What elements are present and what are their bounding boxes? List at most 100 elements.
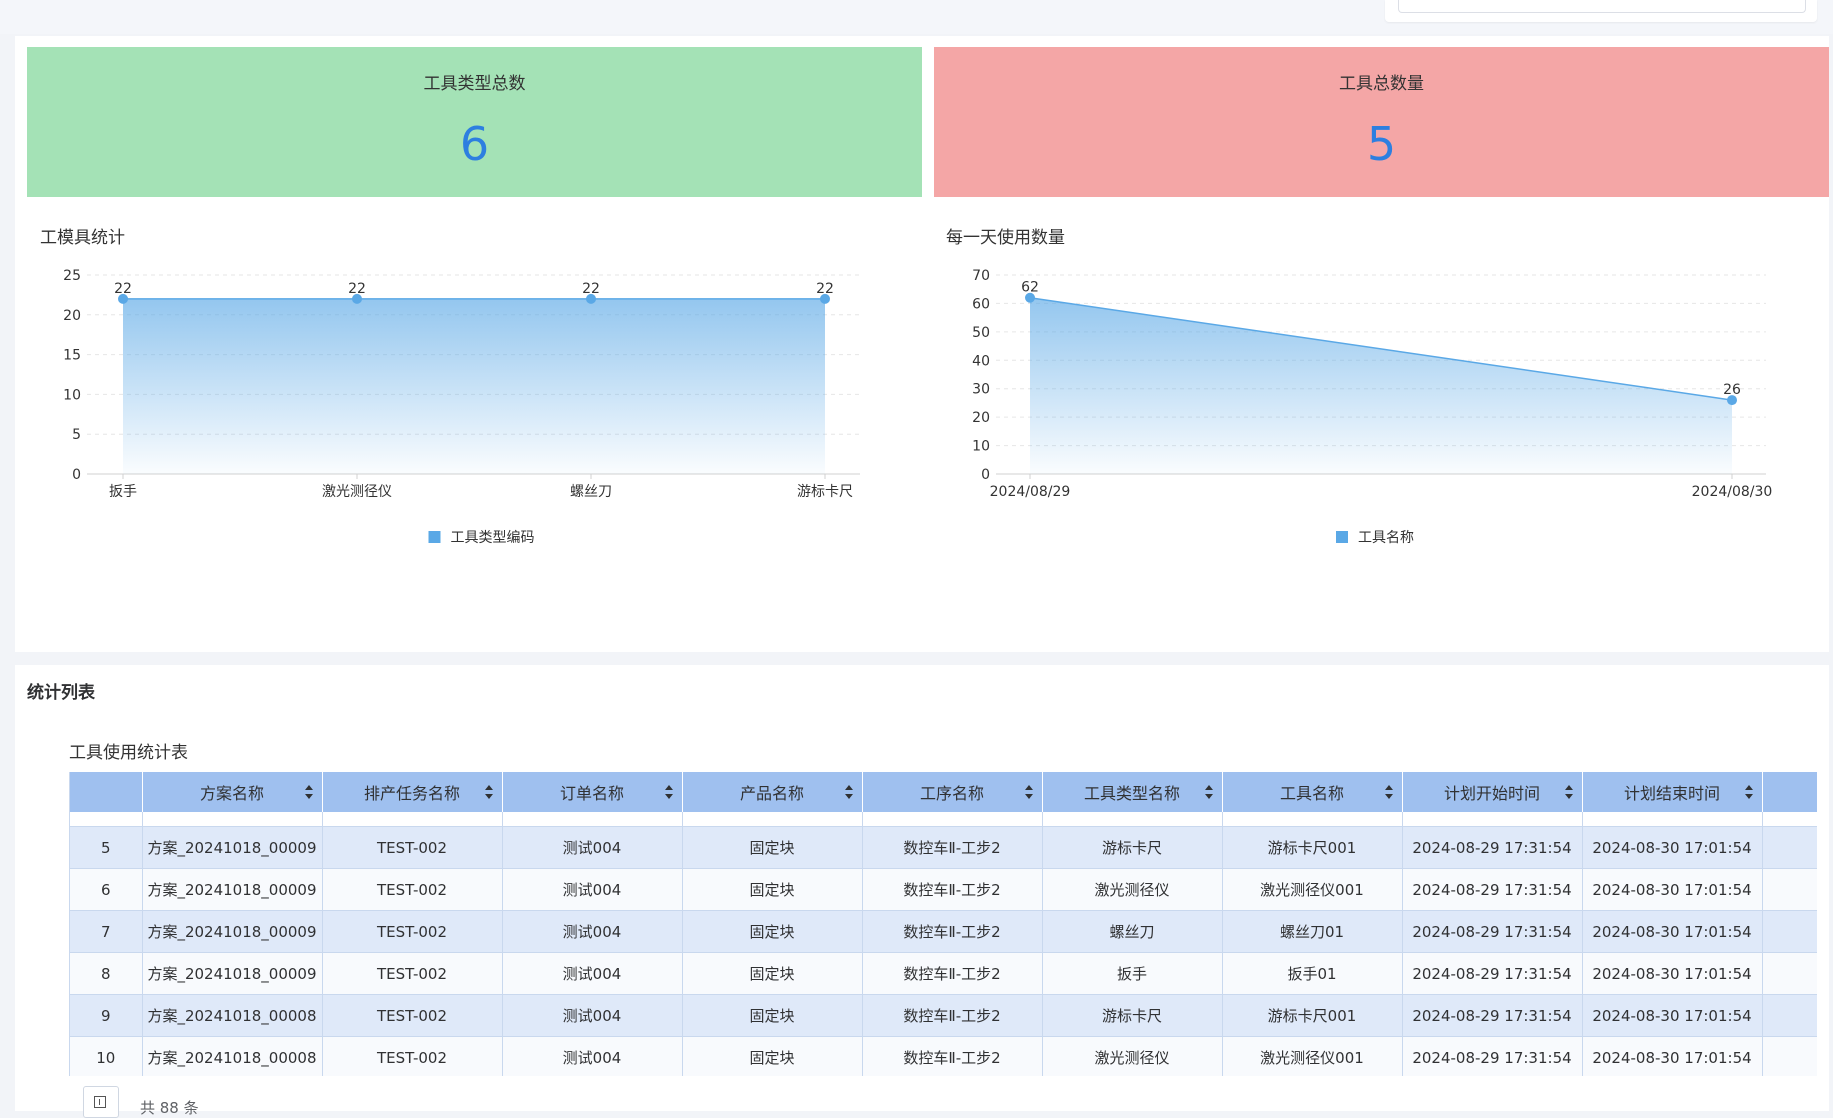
daily-usage-chart: 0 10 20 30 40 50 60 70 2024/08/29 2024/08/30 62 26 工… xyxy=(972,268,1772,546)
table-row-partial xyxy=(70,812,1817,827)
table-cell: 测试004 xyxy=(502,1036,683,1076)
data-label: 22 xyxy=(816,281,834,297)
column-header-order-name[interactable]: 订单名称 xyxy=(502,772,683,812)
y-tick-label: 50 xyxy=(972,325,990,341)
column-header-task-name[interactable]: 排产任务名称 xyxy=(322,772,503,812)
table-cell: 数控车Ⅱ-工步2 xyxy=(862,910,1043,953)
y-tick-label: 5 xyxy=(72,427,81,443)
table-cell xyxy=(1762,1036,1817,1076)
table-cell xyxy=(1762,952,1817,995)
top-search-box xyxy=(1385,0,1817,22)
table-cell: 扳手01 xyxy=(1222,952,1403,995)
table-cell: 方案_20241018_00009 xyxy=(142,910,323,953)
table-cell: 螺丝刀01 xyxy=(1222,910,1403,953)
table-cell: 激光测径仪001 xyxy=(1222,868,1403,911)
column-header-plan-end[interactable]: 计划结束时间 xyxy=(1582,772,1763,812)
x-tick-label: 游标卡尺 xyxy=(797,484,853,500)
sort-icon[interactable] xyxy=(664,785,673,799)
table-cell: 激光测径仪 xyxy=(1042,1036,1223,1076)
table-cell: 2024-08-30 17:01:54 xyxy=(1582,994,1763,1037)
legend-label: 工具类型编码 xyxy=(451,530,535,546)
sort-icon[interactable] xyxy=(1564,785,1573,799)
row-index-cell: 6 xyxy=(70,868,143,911)
top-search-input[interactable] xyxy=(1398,0,1806,13)
tool-stats-chart: 0 5 10 15 20 25 扳手 激光测径仪 螺丝刀 游标卡尺 22 22 22 22 工具类型编码 xyxy=(63,268,860,546)
sort-icon[interactable] xyxy=(1024,785,1033,799)
table-row[interactable]: 9 方案_20241018_00008 TEST-002 测试004 固定块 数控车Ⅱ-工… xyxy=(70,994,1817,1037)
table-cell: 测试004 xyxy=(502,994,683,1037)
table-row[interactable]: 10 方案_20241018_00008 TEST-002 测试004 固定块 数控车Ⅱ-… xyxy=(70,1036,1817,1076)
data-point xyxy=(586,293,596,304)
table-row[interactable]: 8 方案_20241018_00009 TEST-002 测试004 固定块 数控车Ⅱ-工… xyxy=(70,952,1817,995)
table-cell xyxy=(1762,868,1817,911)
table-cell: 方案_20241018_00008 xyxy=(142,1036,323,1076)
data-point xyxy=(1025,292,1035,303)
tool-total-quantity-value: 5 xyxy=(1366,117,1397,171)
column-header-product-name[interactable]: 产品名称 xyxy=(682,772,863,812)
y-tick-label: 20 xyxy=(63,308,81,324)
table-row[interactable]: 7 方案_20241018_00009 TEST-002 测试004 固定块 数控车Ⅱ-工… xyxy=(70,910,1817,953)
table-cell: 游标卡尺001 xyxy=(1222,826,1403,869)
tool-usage-table: 方案名称 排产任务名称 订单名称 产品名称 工序名称 工具类型名称 工具名称 计… xyxy=(69,772,1817,1076)
table-cell: TEST-002 xyxy=(322,910,503,953)
table-cell: 激光测径仪001 xyxy=(1222,1036,1403,1076)
data-label: 26 xyxy=(1723,382,1741,398)
y-tick-label: 15 xyxy=(63,348,81,364)
tool-type-total-value: 6 xyxy=(459,117,490,171)
y-tick-label: 0 xyxy=(981,467,990,483)
table-cell: 测试004 xyxy=(502,868,683,911)
series-area xyxy=(1030,297,1732,474)
sort-icon[interactable] xyxy=(844,785,853,799)
legend-swatch xyxy=(428,531,441,543)
tool-type-total-panel: 工具类型总数 6 xyxy=(27,47,922,197)
series-line xyxy=(1029,297,1733,401)
table-row[interactable]: 6 方案_20241018_00009 TEST-002 测试004 固定块 数控车Ⅱ-工… xyxy=(70,868,1817,911)
table-cell xyxy=(1762,826,1817,869)
table-cell xyxy=(1762,910,1817,953)
data-point xyxy=(1727,395,1737,406)
table-cell: 数控车Ⅱ-工步2 xyxy=(862,826,1043,869)
data-point xyxy=(352,293,362,304)
x-tick-label: 激光测径仪 xyxy=(322,483,392,500)
table-cell xyxy=(1762,994,1817,1037)
legend-swatch xyxy=(1336,531,1348,543)
data-point xyxy=(820,293,830,304)
table-cell: 游标卡尺001 xyxy=(1222,994,1403,1037)
table-cell: 数控车Ⅱ-工步2 xyxy=(862,868,1043,911)
sort-icon[interactable] xyxy=(1384,785,1393,799)
table-cell: 2024-08-29 17:31:54 xyxy=(1402,994,1583,1037)
column-header-plan-name[interactable]: 方案名称 xyxy=(142,772,323,812)
table-cell: 游标卡尺 xyxy=(1042,994,1223,1037)
pagination-icon xyxy=(94,1096,106,1108)
tool-type-total-label: 工具类型总数 xyxy=(423,74,526,94)
table-title: 工具使用统计表 xyxy=(69,743,188,763)
sort-icon[interactable] xyxy=(1204,785,1213,799)
y-tick-label: 30 xyxy=(972,382,990,398)
column-header-tool-type-name[interactable]: 工具类型名称 xyxy=(1042,772,1223,812)
table-cell: TEST-002 xyxy=(322,1036,503,1076)
table-cell: 2024-08-29 17:31:54 xyxy=(1402,868,1583,911)
row-index-cell: 7 xyxy=(70,910,143,953)
table-cell: TEST-002 xyxy=(322,868,503,911)
daily-usage-chart-title: 每一天使用数量 xyxy=(946,228,1065,248)
tool-stats-chart-title: 工模具统计 xyxy=(40,228,125,248)
column-header-plan-start[interactable]: 计划开始时间 xyxy=(1402,772,1583,812)
table-row[interactable]: 5 方案_20241018_00009 TEST-002 测试004 固定块 数控车Ⅱ-工… xyxy=(70,826,1817,869)
column-header-index xyxy=(70,772,143,812)
table-cell: 方案_20241018_00008 xyxy=(142,994,323,1037)
data-label: 62 xyxy=(1021,280,1039,296)
data-label: 22 xyxy=(114,281,132,297)
row-index-cell: 8 xyxy=(70,952,143,995)
pagination-button[interactable] xyxy=(83,1086,119,1118)
table-cell: 2024-08-29 17:31:54 xyxy=(1402,826,1583,869)
column-header-process-name[interactable]: 工序名称 xyxy=(862,772,1043,812)
sort-icon[interactable] xyxy=(304,785,313,799)
sort-icon[interactable] xyxy=(1744,785,1753,799)
data-point xyxy=(118,293,128,304)
sort-icon[interactable] xyxy=(484,785,493,799)
y-tick-label: 10 xyxy=(63,387,81,403)
table-cell: 方案_20241018_00009 xyxy=(142,952,323,995)
x-tick-label: 2024/08/29 xyxy=(990,484,1071,500)
column-header-tool-name[interactable]: 工具名称 xyxy=(1222,772,1403,812)
table-cell: 2024-08-29 17:31:54 xyxy=(1402,1036,1583,1076)
